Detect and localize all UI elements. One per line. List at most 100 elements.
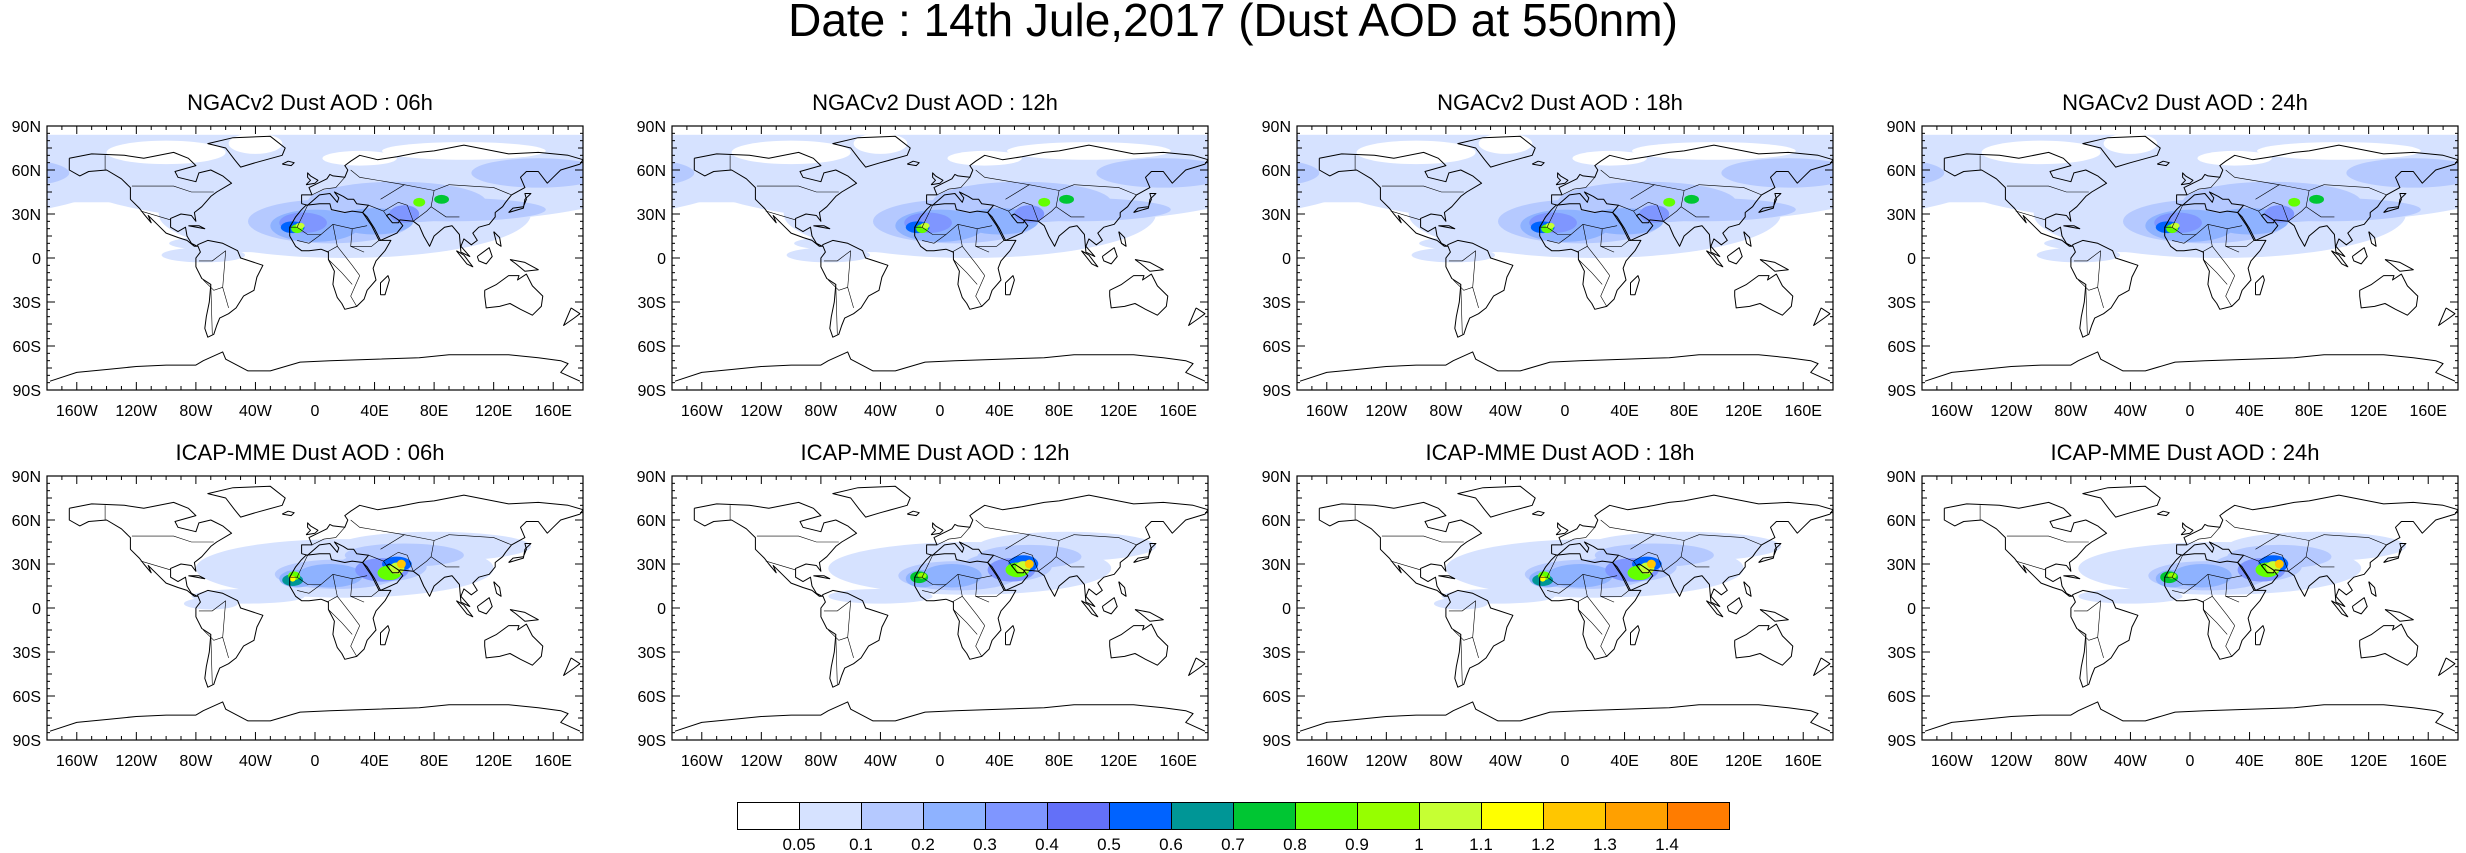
coastline [2383, 543, 2407, 563]
border-line [975, 169, 1030, 185]
border-line [2073, 250, 2101, 262]
border-line [222, 250, 229, 308]
aod-gap [1356, 140, 1476, 165]
y-tick-label: 0 [1282, 251, 1291, 268]
border-line [2255, 184, 2325, 200]
coastline [1758, 543, 1782, 563]
border-line [2323, 184, 2387, 196]
map-panel: NGACv2 Dust AOD : 18h 90N 60N 30N 0 30S 60S 90S… [1250, 90, 1870, 430]
coastline [2070, 239, 2139, 338]
aod-contour [295, 222, 305, 229]
border-line [2225, 169, 2280, 185]
border-line [413, 190, 435, 222]
aod-contour [1024, 559, 1034, 569]
aod-contour [1721, 158, 1833, 188]
axis-ticks [1921, 125, 2459, 391]
aod-gap [1007, 142, 1171, 160]
x-tick-label: 160E [535, 753, 572, 770]
colorbar-box [737, 802, 800, 830]
aod-gap [947, 150, 1022, 166]
coastline [1299, 701, 1831, 732]
coastlines [1924, 485, 2459, 732]
border-line [1546, 223, 1618, 235]
coastline [563, 307, 581, 326]
panel-title: ICAP-MME Dust AOD : 06h [175, 440, 445, 465]
border-line [2288, 190, 2310, 222]
dust-aod-field [183, 531, 531, 610]
aod-contour [1411, 247, 1496, 263]
border-line [380, 534, 450, 550]
coastline [484, 273, 544, 316]
colorbar-label: 0.05 [782, 835, 815, 852]
aod-contour [413, 197, 426, 207]
x-tick-label: 80W [1429, 753, 1463, 770]
y-tick-label: 90N [1262, 119, 1291, 136]
x-tick-label: 80E [420, 753, 448, 770]
border-line [203, 629, 223, 641]
coastline [813, 225, 831, 230]
aod-contour [1038, 197, 1051, 207]
y-tick-label: 30N [637, 207, 666, 224]
border-line [2186, 177, 2221, 196]
colorbar-box [1605, 802, 1668, 830]
coastline [1457, 485, 1536, 518]
world-map: 90N 60N 30N 0 30S 60S 90S 160W 120W 80W 40W 0 40E 80E… [12, 119, 584, 420]
x-tick-label: 80W [179, 403, 213, 420]
aod-contour [1922, 162, 1945, 184]
border-line [1633, 551, 1664, 572]
x-tick-label: 80W [2054, 753, 2088, 770]
border-line [2078, 279, 2098, 291]
x-tick-label: 120W [1990, 753, 2033, 770]
coastlines [1924, 135, 2459, 382]
colorbar-box [1481, 802, 1544, 830]
y-tick-label: 90S [13, 383, 41, 400]
border-line [1600, 578, 1615, 603]
aod-contour [786, 247, 871, 263]
x-tick-label: 40E [360, 753, 388, 770]
y-tick-label: 90N [1887, 119, 1916, 136]
x-tick-label: 80E [2295, 403, 2323, 420]
border-line [2078, 629, 2098, 641]
border-line [140, 560, 171, 571]
border-line [210, 284, 213, 335]
coastlines [1299, 485, 1834, 732]
coastline [1101, 597, 1118, 615]
border-line [430, 206, 460, 218]
coastline [930, 172, 944, 186]
colorbar-box [1171, 802, 1234, 830]
border-line [2225, 240, 2255, 247]
coastline [1743, 231, 1752, 247]
coastline [1318, 151, 1483, 247]
x-tick-label: 160W [1306, 403, 1349, 420]
country-borders [1979, 155, 2387, 335]
aod-contour [1646, 559, 1656, 569]
x-tick-label: 120W [1365, 403, 1408, 420]
border-line [1448, 250, 1476, 262]
border-line [1561, 527, 1596, 546]
x-tick-label: 0 [311, 753, 320, 770]
border-line [936, 527, 971, 546]
border-line [2225, 275, 2235, 307]
coastline [2351, 247, 2368, 265]
aod-contour [396, 559, 406, 569]
border-line [1453, 629, 1473, 641]
border-line [2243, 204, 2262, 216]
coastline [2063, 575, 2081, 580]
map-panel: NGACv2 Dust AOD : 24h 90N 60N 30N 0 30S 60S 90S… [1875, 90, 2466, 430]
colorbar-box [923, 802, 986, 830]
border-line [2255, 534, 2325, 550]
x-tick-label: 160E [2410, 753, 2447, 770]
y-tick-label: 30N [1262, 207, 1291, 224]
x-tick-label: 80W [2054, 403, 2088, 420]
border-line [198, 250, 226, 262]
border-line [1600, 590, 1630, 597]
aod-gap [1572, 150, 1647, 166]
aod-gap [853, 133, 908, 154]
coastline [509, 609, 539, 622]
y-tick-label: 0 [1907, 601, 1916, 618]
x-tick-label: 120E [1725, 403, 1762, 420]
x-tick-label: 0 [1561, 403, 1570, 420]
world-map: 90N 60N 30N 0 30S 60S 90S 160W 120W 80W 40W 0 40E 80E… [12, 469, 584, 770]
coastline [1299, 351, 1831, 382]
border-line [430, 556, 460, 568]
